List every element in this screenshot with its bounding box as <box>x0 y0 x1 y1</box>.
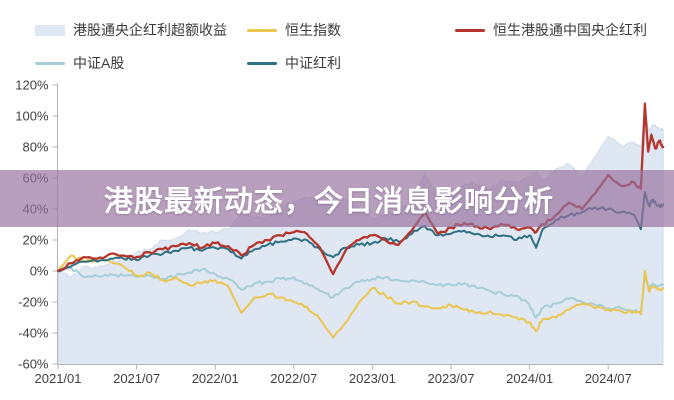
x-axis-label: 2024/07 <box>585 371 632 386</box>
x-axis-label: 2024/01 <box>506 371 553 386</box>
y-axis-label: -20% <box>18 295 49 310</box>
legend-item: 恒生港股通中国央企红利 <box>455 20 647 40</box>
y-axis-label: -60% <box>18 357 49 372</box>
x-axis-label: 2021/01 <box>35 371 82 386</box>
line-swatch-icon <box>247 28 277 32</box>
legend-item: 中证A股 <box>35 53 124 73</box>
y-axis-label: 120% <box>15 78 49 93</box>
x-axis-label: 2022/01 <box>192 371 239 386</box>
x-axis-label: 2022/07 <box>270 371 317 386</box>
legend-label: 中证红利 <box>285 55 341 71</box>
headline-banner: 港股最新动态，今日消息影响分析 <box>0 170 674 227</box>
y-axis-label: 80% <box>22 140 48 155</box>
legend-label: 港股通央企红利超额收益 <box>73 22 227 38</box>
y-axis-label: 20% <box>22 233 48 248</box>
legend-item: 中证红利 <box>247 53 341 73</box>
series-hang-seng-index <box>57 254 665 339</box>
line-swatch-icon <box>35 61 65 65</box>
legend-label: 恒生指数 <box>285 22 341 38</box>
x-axis-label: 2021/07 <box>113 371 160 386</box>
y-axis-label: 0% <box>30 264 49 279</box>
legend-label: 恒生港股通中国央企红利 <box>493 22 647 38</box>
line-swatch-icon <box>247 61 277 65</box>
legend-item: 恒生指数 <box>247 20 341 40</box>
legend-label: 中证A股 <box>73 55 125 71</box>
line-swatch-icon <box>455 28 485 32</box>
headline-text: 港股最新动态，今日消息影响分析 <box>104 185 555 218</box>
series-csi-a-share <box>57 266 665 319</box>
y-axis-label: -40% <box>18 326 49 341</box>
legend-item: 港股通央企红利超额收益 <box>35 20 227 40</box>
y-axis-label: 100% <box>15 109 49 124</box>
area-swatch-icon <box>35 24 65 36</box>
x-axis-label: 2023/01 <box>349 371 396 386</box>
x-axis-label: 2023/07 <box>428 371 475 386</box>
